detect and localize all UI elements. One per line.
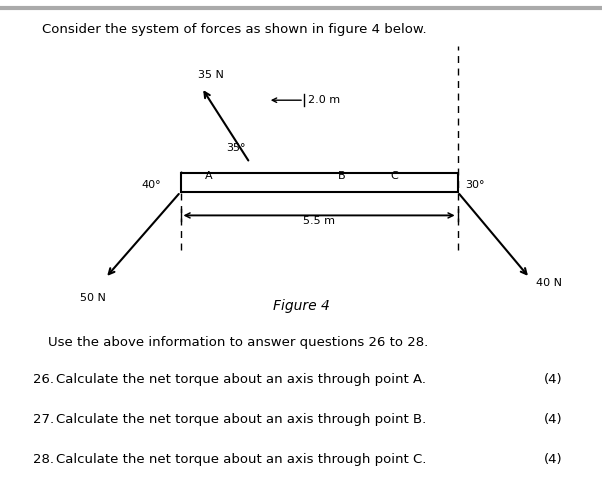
Text: (4): (4) — [544, 413, 563, 426]
Text: 35°: 35° — [226, 143, 245, 153]
Text: 2.0 m: 2.0 m — [301, 95, 340, 105]
Text: C: C — [390, 171, 398, 181]
Text: B: B — [337, 171, 345, 181]
Text: Calculate the net torque about an axis through point B.: Calculate the net torque about an axis t… — [56, 413, 426, 426]
Text: 50 N: 50 N — [81, 293, 106, 303]
Text: Figure 4: Figure 4 — [273, 299, 329, 313]
Text: Use the above information to answer questions 26 to 28.: Use the above information to answer ques… — [48, 336, 429, 349]
Bar — [181, 173, 458, 192]
Text: 26.: 26. — [33, 373, 54, 386]
Text: 27.: 27. — [33, 413, 54, 426]
Text: Calculate the net torque about an axis through point C.: Calculate the net torque about an axis t… — [56, 453, 426, 466]
Text: Consider the system of forces as shown in figure 4 below.: Consider the system of forces as shown i… — [42, 23, 427, 36]
Text: A: A — [205, 171, 212, 181]
Text: 35 N: 35 N — [198, 70, 223, 80]
Text: 40°: 40° — [141, 180, 161, 190]
Text: (4): (4) — [544, 453, 563, 466]
Text: Calculate the net torque about an axis through point A.: Calculate the net torque about an axis t… — [56, 373, 426, 386]
Text: 5.5 m: 5.5 m — [303, 216, 335, 226]
Text: 40 N: 40 N — [536, 278, 562, 288]
Text: 30°: 30° — [465, 180, 485, 190]
Text: 28.: 28. — [33, 453, 54, 466]
Text: (4): (4) — [544, 373, 563, 386]
